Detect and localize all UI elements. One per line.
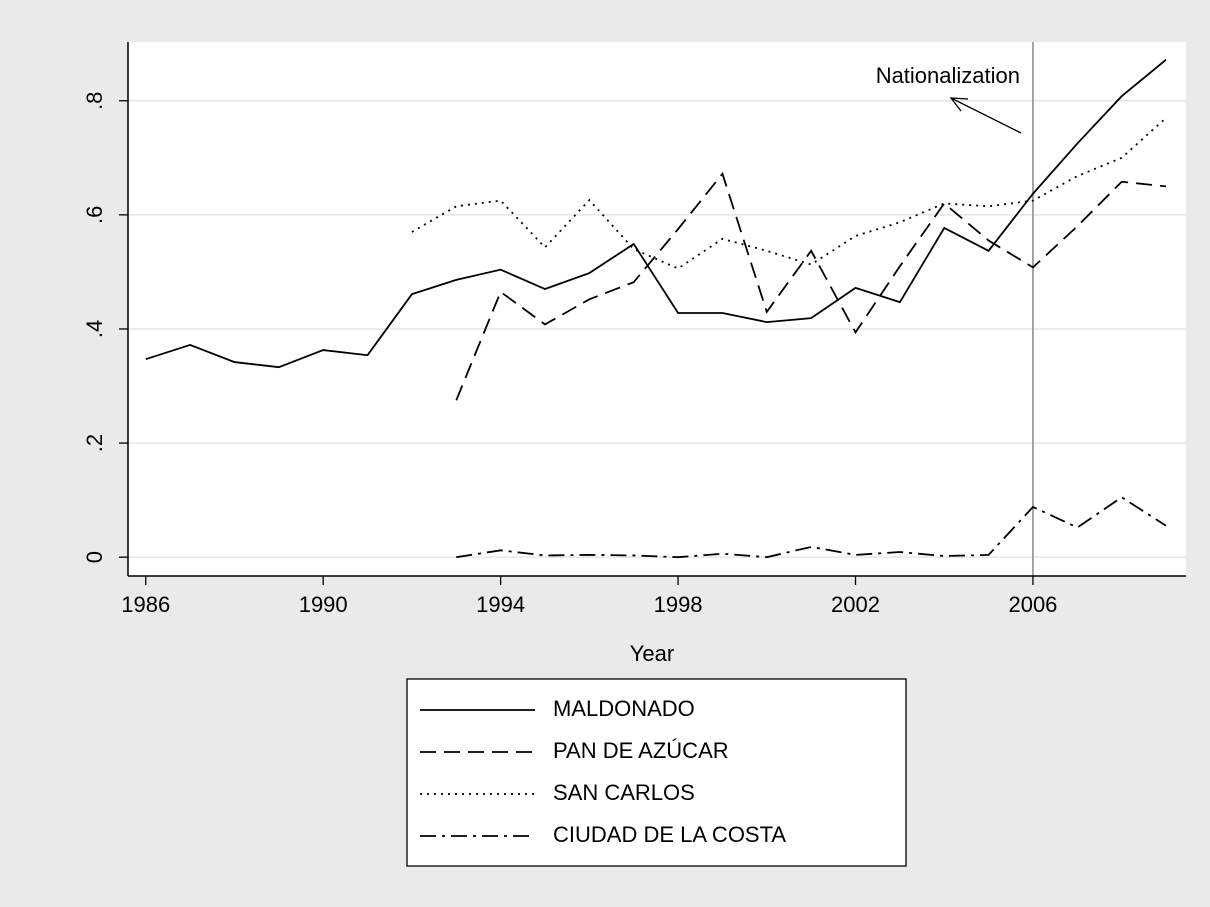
legend-label: MALDONADO [553, 696, 695, 721]
annotation-arrow [950, 97, 1022, 134]
x-tick-label: 1986 [121, 592, 170, 617]
y-tick-label: .4 [82, 320, 107, 338]
x-axis-label: Year [630, 641, 674, 666]
series-line [455, 171, 1167, 401]
series-line [411, 117, 1167, 270]
plot-area [128, 42, 1186, 576]
y-tick-label: .2 [82, 434, 107, 452]
x-tick-label: 1994 [476, 592, 525, 617]
annotation: Nationalization [876, 63, 1020, 88]
y-tick-label: .8 [82, 92, 107, 110]
arrow-head [949, 97, 969, 112]
x-tick-label: 2006 [1008, 592, 1057, 617]
legend-label: PAN DE AZÚCAR [553, 738, 729, 763]
y-tick-label: .6 [82, 206, 107, 224]
x-tick-label: 1990 [299, 592, 348, 617]
x-tick-label: 2002 [831, 592, 880, 617]
series-line [145, 58, 1167, 369]
legend-label: SAN CARLOS [553, 780, 695, 805]
x-tick-label: 1998 [654, 592, 703, 617]
legend-label: CIUDAD DE LA COSTA [553, 822, 786, 847]
y-tick-label: 0 [82, 551, 107, 563]
